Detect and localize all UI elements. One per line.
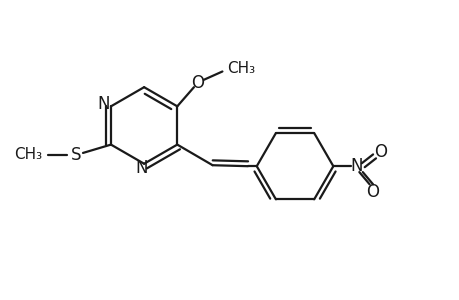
Text: N: N [350,157,362,175]
Text: N: N [98,95,110,113]
Text: O: O [366,183,379,201]
Text: CH₃: CH₃ [14,147,42,162]
Text: O: O [373,143,386,161]
Text: CH₃: CH₃ [227,61,255,76]
Text: N: N [135,159,148,177]
Text: S: S [70,146,81,164]
Text: O: O [191,74,204,92]
